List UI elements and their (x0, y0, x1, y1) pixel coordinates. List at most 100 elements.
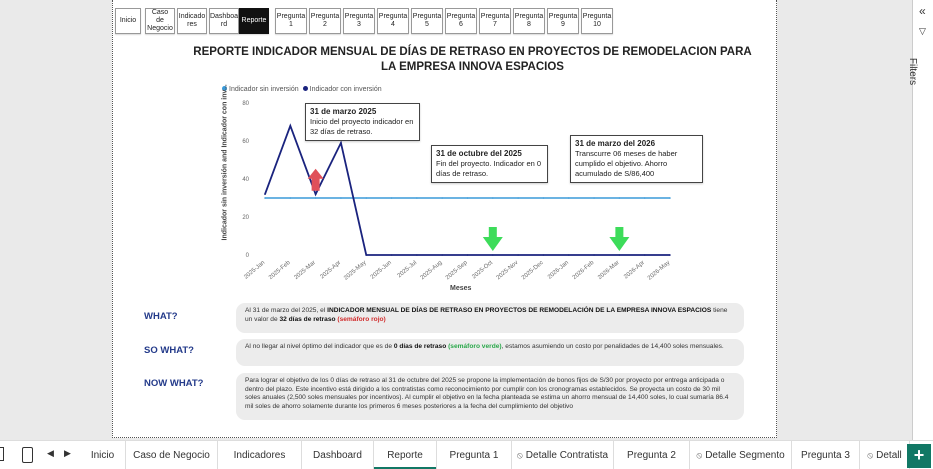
x-tick-label: 2026-Jan (547, 260, 570, 281)
y-tick-label: 80 (242, 101, 249, 107)
report-title: REPORTE INDICADOR MENSUAL DE DÍAS DE RET… (193, 46, 752, 73)
x-tick-label: 2025-Sep (445, 260, 469, 282)
y-tick-label: 20 (242, 215, 249, 221)
annotation-end-text: Fin del proyecto. Indicador en 0 días de… (436, 159, 542, 178)
hidden-page-icon: ⦸ (516, 450, 523, 460)
add-page-button[interactable]: + (907, 444, 931, 468)
nav-button-14[interactable]: Pregunta 9 (547, 8, 579, 34)
funnel-icon: ▽ (919, 26, 926, 36)
x-tick-label: 2025-Jul (397, 260, 418, 279)
x-tick-label: 2025-Dec (521, 260, 545, 281)
series-1-point (618, 197, 621, 199)
nav-button-15[interactable]: Pregunta 10 (581, 8, 613, 34)
series-2-point (542, 254, 545, 256)
mobile-layout-icon[interactable] (22, 447, 33, 463)
x-tick-label: 2026-Mar (597, 260, 621, 281)
nav-button-7[interactable]: Pregunta 2 (309, 8, 341, 34)
now-what-box: Para lograr el objetivo de los 0 días de… (236, 373, 744, 420)
page-tab-9[interactable]: ⦸ Detalle Segmento (690, 441, 792, 469)
series-2-point (441, 254, 443, 256)
x-tick-label: 2025-Mar (293, 260, 317, 281)
x-tick-label: 2026-May (647, 260, 671, 282)
y-tick-label: 40 (242, 177, 249, 183)
nav-button-11[interactable]: Pregunta 6 (445, 8, 477, 34)
series-2-point (492, 254, 494, 256)
page-tab-3[interactable]: Indicadores (218, 441, 302, 469)
x-tick-label: 2026-Apr (623, 260, 646, 280)
nav-button-10[interactable]: Pregunta 5 (411, 8, 443, 34)
series-2-point (416, 254, 418, 256)
annotation-start-text: Inicio del proyecto indicador en 32 días… (310, 117, 414, 136)
annotation-end: 31 de octubre del 2025 Fin del proyecto.… (431, 145, 548, 183)
page-tab-2[interactable]: Caso de Negocio (126, 441, 218, 469)
hidden-page-icon: ⦸ (696, 450, 703, 460)
so-what-box: Al no llegar al nivel óptimo del indicad… (236, 339, 744, 366)
page-tab-11[interactable]: ⦸ Detall (860, 441, 910, 469)
what-bold-2: 32 días de retraso (279, 315, 336, 323)
page-tab-label: Indicadores (233, 450, 286, 461)
prev-tab-icon[interactable]: ◀ (47, 448, 54, 458)
x-axis-label: Meses (450, 285, 472, 292)
series-2-point (643, 254, 646, 256)
page-tab-label: Detall (876, 450, 902, 461)
page-tab-5[interactable]: Reporte (374, 441, 437, 469)
x-tick-label: 2025-Oct (471, 260, 494, 281)
x-tick-label: 2025-Aug (420, 260, 444, 281)
y-tick-label: 0 (246, 253, 250, 259)
x-tick-label: 2025-May (343, 260, 367, 282)
what-text-1: Al 31 de marzo del 2025, el (245, 307, 328, 314)
so-what-label: SO WHAT? (144, 345, 194, 356)
nav-button-4[interactable]: Dashboa rd (209, 8, 239, 34)
page-tab-8[interactable]: Pregunta 2 (614, 441, 690, 469)
filters-label: Filters (907, 57, 919, 86)
right-workspace (777, 0, 912, 440)
series-1-point (314, 197, 317, 199)
series-1-point (517, 197, 519, 199)
series-2-point (669, 254, 671, 256)
series-2-point (289, 125, 292, 127)
page-tab-label: Pregunta 1 (449, 450, 499, 461)
series-1-point (669, 197, 671, 199)
series-1-point (365, 197, 368, 199)
nav-button-13[interactable]: Pregunta 8 (513, 8, 545, 34)
series-1-point (390, 197, 393, 199)
legend-item-con: Indicador con inversión (302, 86, 382, 93)
page-tab-7[interactable]: ⦸ Detalle Contratista (512, 441, 614, 469)
what-text-2: tiene un valor de (245, 307, 728, 323)
what-label: WHAT? (144, 311, 178, 322)
filters-label-wrap[interactable]: Filters (907, 44, 933, 104)
tab-bar-left-edge-icon[interactable] (0, 447, 4, 461)
page-tab-1[interactable]: Inicio (80, 441, 126, 469)
y-axis-label: Indicador sin inversión and Indicador co… (221, 84, 229, 241)
page-tab-4[interactable]: Dashboard (302, 441, 374, 469)
page-tab-bar: ◀ ▶ Inicio Caso de Negocio Indicadores Dash… (0, 440, 933, 469)
page-tab-6[interactable]: Pregunta 1 (437, 441, 512, 469)
collapse-filters-icon[interactable]: « (919, 4, 926, 18)
series-1-point (466, 197, 469, 199)
page-tab-label: Dashboard (313, 450, 362, 461)
next-tab-icon[interactable]: ▶ (64, 448, 71, 458)
nav-button-12[interactable]: Pregunta 7 (479, 8, 511, 34)
nav-button-6[interactable]: Pregunta 1 (275, 8, 307, 34)
what-box: Al 31 de marzo del 2025, el INDICADOR ME… (236, 303, 744, 333)
nav-button-1[interactable]: Inicio (115, 8, 141, 34)
annotation-savings-text: Transcurre 06 meses de haber cumplido el… (575, 149, 678, 178)
nav-button-2[interactable]: Caso de Negocio (145, 8, 175, 34)
series-2-point (618, 254, 621, 256)
what-red-status: (semáforo rojo) (337, 315, 386, 323)
series-2-point (340, 142, 342, 144)
nav-button-9[interactable]: Pregunta 4 (377, 8, 409, 34)
page-tab-label: Inicio (90, 450, 115, 461)
legend-item-sin: Indicador sin inversión (222, 86, 299, 93)
x-tick-label: 2025-Feb (268, 260, 292, 282)
red-up-arrow-icon (307, 168, 324, 191)
series-2-point (365, 254, 368, 256)
series-1-point (593, 197, 595, 199)
x-tick-label: 2025-Apr (319, 260, 342, 280)
nav-button-8[interactable]: Pregunta 3 (343, 8, 375, 34)
page-tab-label: Detalle Contratista (525, 450, 609, 461)
page-tab-10[interactable]: Pregunta 3 (792, 441, 860, 469)
nav-button-5[interactable]: Reporte (239, 8, 269, 34)
series-2-point (390, 254, 393, 256)
nav-button-3[interactable]: Indicado res (177, 8, 207, 34)
